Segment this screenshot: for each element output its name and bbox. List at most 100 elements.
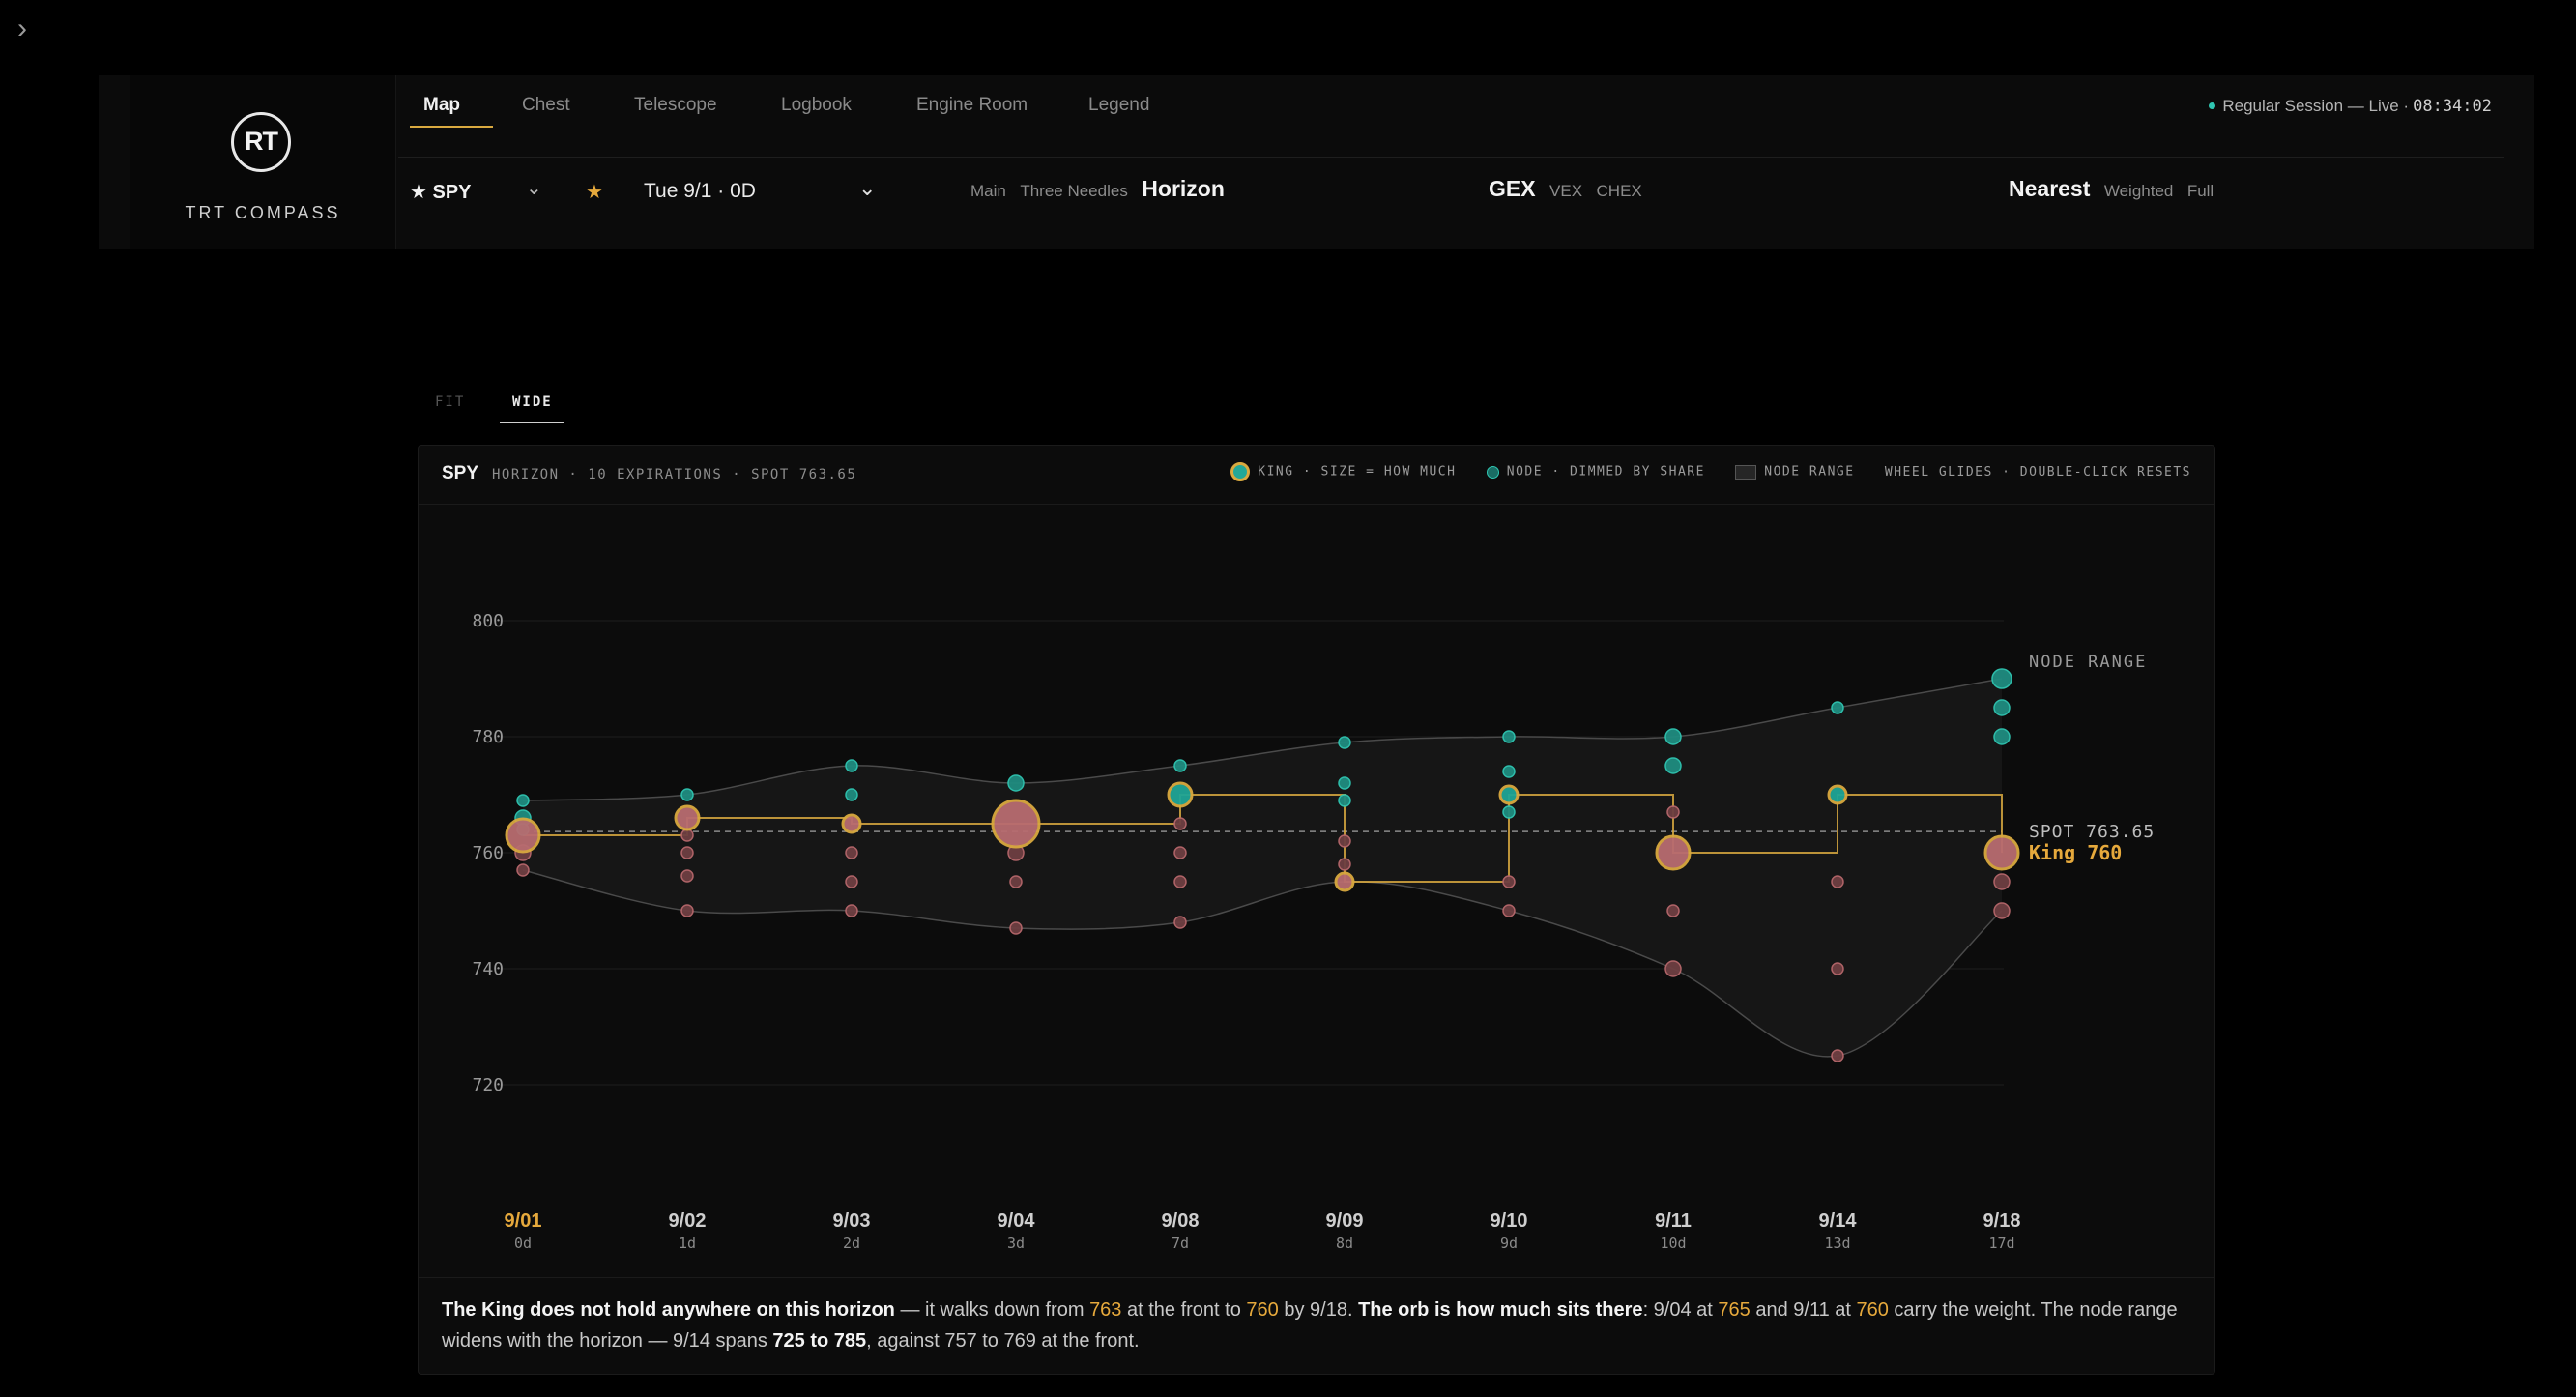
horizon-chart[interactable]: 800 780 760 740 720 9/01 0d 9/02 1d 9/03 2d 9/04 3d 9… <box>419 446 2214 1277</box>
expiry-select[interactable]: Tue 9/1 · 0D <box>644 180 756 202</box>
greek-gex[interactable]: GEX <box>1489 176 1536 201</box>
greek-chex[interactable]: CHEX <box>1596 182 1642 200</box>
session-label: Regular Session — Live · <box>2222 97 2410 115</box>
legend-node-label: NODE · DIMMED BY SHARE <box>1506 464 1705 480</box>
strike-nearest[interactable]: Nearest <box>2009 176 2091 201</box>
y-tick-label: 780 <box>472 727 504 747</box>
spot-label: SPOT 763.65 <box>2029 822 2155 842</box>
logo-icon: RT <box>231 112 291 172</box>
caption-divider <box>419 1277 2214 1278</box>
dte-label: 17d <box>1988 1235 2014 1252</box>
node-dot <box>1502 805 1516 819</box>
chevron-down-icon[interactable]: ⌄ <box>526 178 542 199</box>
logo-mark-text: RT <box>245 127 278 156</box>
strike-mode-switcher: Nearest Weighted Full <box>2009 176 2223 202</box>
node-dot <box>1173 759 1187 772</box>
view-three-needles[interactable]: Three Needles <box>1020 182 1128 200</box>
king-orb <box>841 813 862 834</box>
dte-label: 0d <box>514 1235 532 1252</box>
node-dot <box>1666 805 1680 819</box>
greek-switcher: GEX VEX CHEX <box>1489 176 1652 202</box>
legend-range-label: NODE RANGE <box>1764 464 1855 480</box>
king-orb <box>1498 784 1520 805</box>
node-dot <box>1173 875 1187 888</box>
ticker-select[interactable]: ★ SPY <box>410 182 472 203</box>
dte-label: 3d <box>1007 1235 1025 1252</box>
node-dot <box>1338 834 1351 848</box>
node-dot <box>1338 776 1351 790</box>
tab-engine-room[interactable]: Engine Room <box>916 95 1028 115</box>
chart-subtitle: HORIZON · 10 EXPIRATIONS · SPOT 763.65 <box>492 467 857 482</box>
node-legend-icon <box>1486 465 1499 479</box>
dte-label: 2d <box>843 1235 860 1252</box>
x-tick-label: 9/08 <box>1162 1210 1200 1232</box>
strike-weighted[interactable]: Weighted <box>2103 182 2174 200</box>
view-horizon[interactable]: Horizon <box>1142 176 1225 201</box>
x-tick-label: 9/04 <box>998 1210 1036 1232</box>
brand-panel[interactable]: RT TRT COMPASS <box>130 75 396 249</box>
dte-label: 7d <box>1172 1235 1189 1252</box>
x-tick-label: 9/01 <box>505 1210 542 1232</box>
node-dot <box>1664 728 1682 745</box>
king-orb <box>505 817 541 854</box>
chevron-down-icon[interactable]: ⌄ <box>858 176 877 200</box>
node-dot <box>680 904 694 917</box>
chevron-right-icon[interactable]: › <box>17 13 27 44</box>
caption-part: by 9/18. <box>1278 1299 1359 1321</box>
node-dot <box>845 846 858 859</box>
zoom-fit-button[interactable]: FIT <box>435 394 466 410</box>
node-dot <box>1664 757 1682 774</box>
king-orb <box>1827 784 1848 805</box>
x-tick-label: 9/03 <box>833 1210 871 1232</box>
x-tick-label: 9/18 <box>1983 1210 2021 1232</box>
dte-label: 13d <box>1824 1235 1850 1252</box>
node-dot <box>680 869 694 883</box>
caption-value: 763 <box>1089 1299 1122 1321</box>
range-legend-icon <box>1735 464 1757 480</box>
node-dot <box>845 875 858 888</box>
caption-part: at the front to <box>1121 1299 1247 1321</box>
tab-legend[interactable]: Legend <box>1088 95 1150 115</box>
node-dot <box>1666 904 1680 917</box>
caption-part: The orb is how much sits there <box>1358 1299 1643 1321</box>
strike-full[interactable]: Full <box>2186 182 2214 200</box>
king-orb <box>1983 834 2020 871</box>
node-dot <box>1009 875 1023 888</box>
caption-part: — it walks down from <box>894 1299 1090 1321</box>
node-dot <box>680 788 694 801</box>
legend-king-label: KING · SIZE = HOW MUCH <box>1258 464 1457 480</box>
node-dot <box>1993 728 2011 745</box>
tab-map[interactable]: Map <box>423 95 460 115</box>
view-switcher: Main Three Needles Horizon <box>970 176 1234 202</box>
greek-vex[interactable]: VEX <box>1549 182 1583 200</box>
tab-logbook[interactable]: Logbook <box>781 95 852 115</box>
dte-label: 8d <box>1336 1235 1353 1252</box>
node-dot <box>1502 875 1516 888</box>
node-dot <box>845 788 858 801</box>
star-icon[interactable]: ★ <box>586 182 603 203</box>
live-status-dot <box>2209 102 2216 109</box>
node-dot <box>1007 774 1025 792</box>
caption-part: 725 to 785 <box>772 1330 867 1352</box>
active-tab-indicator <box>410 126 493 128</box>
node-range-label: NODE RANGE <box>2029 653 2147 672</box>
node-dot <box>1173 817 1187 830</box>
brand-name: TRT COMPASS <box>185 203 341 222</box>
caption-part: : 9/04 at <box>1642 1299 1719 1321</box>
zoom-wide-button[interactable]: WIDE <box>512 394 553 410</box>
x-tick-label: 9/14 <box>1819 1210 1858 1232</box>
king-legend-icon <box>1230 462 1251 481</box>
tab-chest[interactable]: Chest <box>522 95 570 115</box>
caption-part: carry the weight. The node range widens … <box>442 1299 2178 1352</box>
tab-telescope[interactable]: Telescope <box>634 95 717 115</box>
node-range-lower <box>522 869 2003 1058</box>
node-range-upper <box>522 678 2003 801</box>
node-dot <box>1993 873 2011 890</box>
caption-part: , against 757 to 769 at the front. <box>866 1330 1140 1352</box>
king-orb <box>1167 781 1194 808</box>
chart-card-header: SPY HORIZON · 10 EXPIRATIONS · SPOT 763.… <box>419 446 2214 505</box>
node-dot <box>1502 730 1516 743</box>
node-dot <box>1502 765 1516 778</box>
y-tick-label: 720 <box>472 1075 504 1095</box>
view-main[interactable]: Main <box>970 182 1006 200</box>
